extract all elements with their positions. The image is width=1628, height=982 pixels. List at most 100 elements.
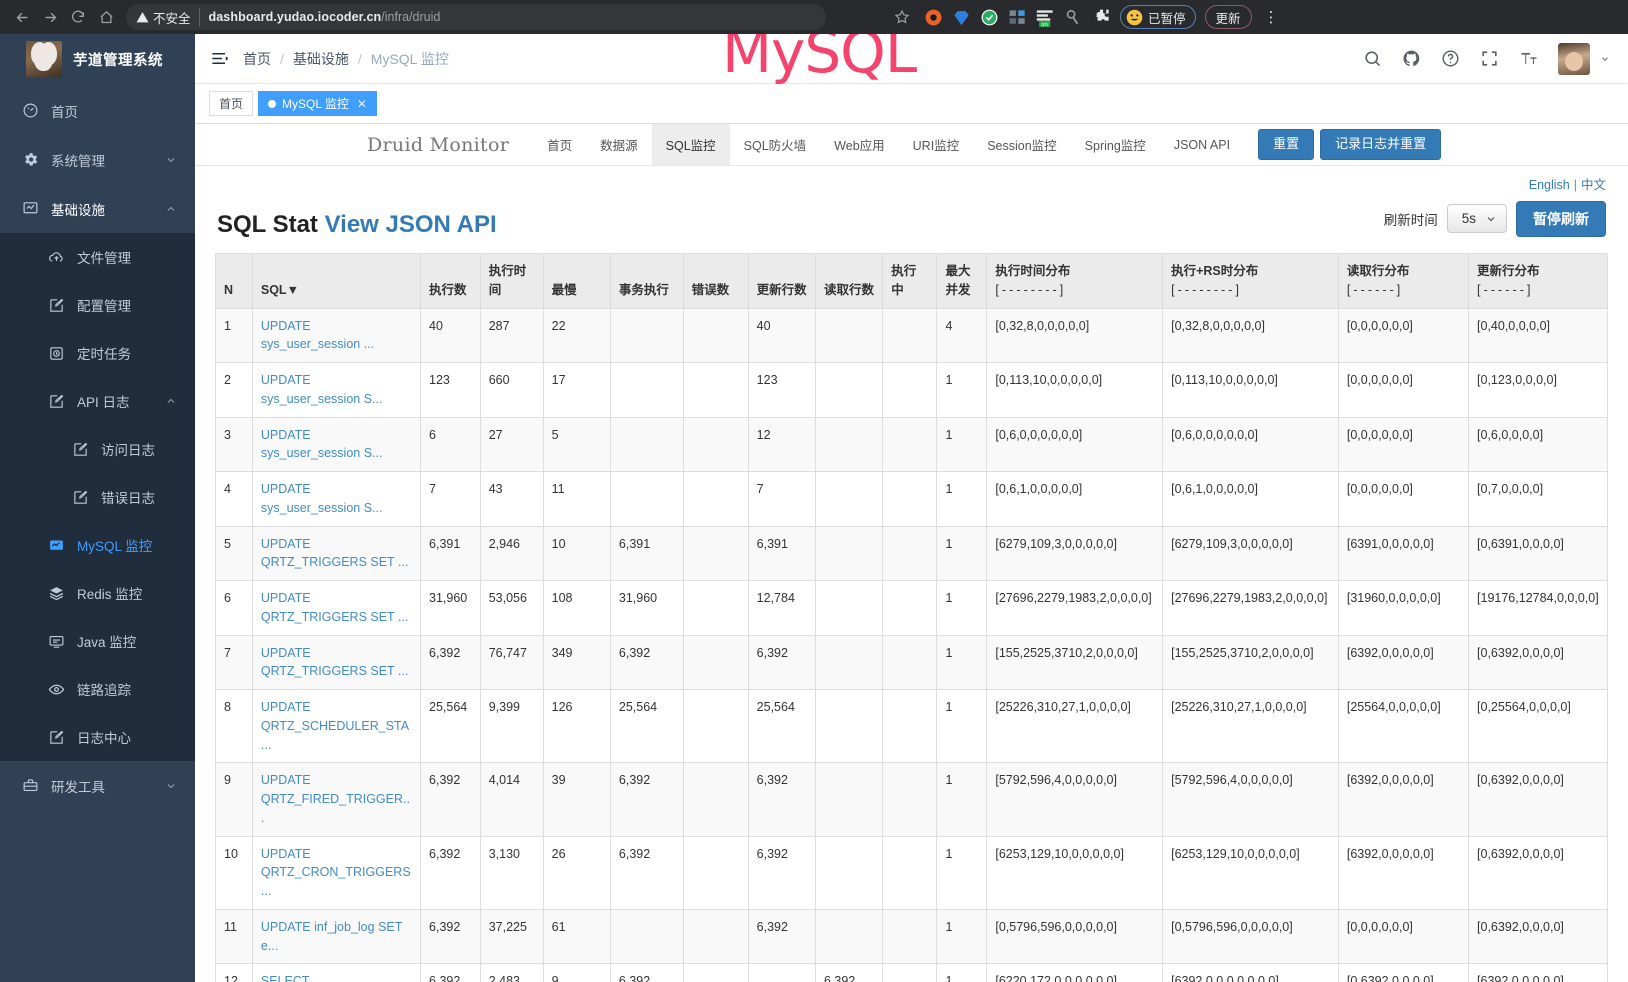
sidebar-item-log-center[interactable]: 日志中心 bbox=[0, 713, 195, 761]
cell-sql-link[interactable]: UPDATE QRTZ_CRON_TRIGGERS... bbox=[251, 835, 422, 910]
star-icon[interactable] bbox=[888, 3, 916, 31]
extension-list-on-icon[interactable]: on bbox=[1036, 8, 1055, 27]
back-arrow-icon[interactable] bbox=[8, 3, 36, 31]
sql-link[interactable]: UPDATE QRTZ_TRIGGERS SET ... bbox=[260, 591, 409, 624]
col-exec-time-dist[interactable]: 执行时间分布 [ - - - - - - - - ] bbox=[986, 253, 1164, 309]
extension-ring-icon[interactable] bbox=[924, 8, 943, 27]
sidebar-item-mysql-monitor[interactable]: MySQL 监控 bbox=[0, 521, 195, 569]
sql-link[interactable]: UPDATE QRTZ_FIRED_TRIGGER... bbox=[260, 773, 410, 825]
font-size-icon[interactable] bbox=[1519, 49, 1538, 68]
sql-link[interactable]: UPDATE sys_user_session S... bbox=[260, 482, 383, 515]
kebab-menu-icon[interactable]: ⋮ bbox=[1263, 8, 1279, 26]
search-icon[interactable] bbox=[1363, 49, 1382, 68]
sql-link[interactable]: UPDATE QRTZ_SCHEDULER_STA... bbox=[260, 700, 410, 752]
forward-arrow-icon[interactable] bbox=[36, 3, 64, 31]
view-json-api-link[interactable]: View JSON API bbox=[324, 211, 497, 238]
col-exec-rs-dist[interactable]: 执行+RS时分布 [ - - - - - - - - ] bbox=[1162, 253, 1339, 309]
github-icon[interactable] bbox=[1402, 49, 1421, 68]
sidebar-item-config-manage[interactable]: 配置管理 bbox=[0, 281, 195, 329]
druid-nav-json-api[interactable]: JSON API bbox=[1160, 124, 1244, 165]
sidebar-item-dev-tools[interactable]: 研发工具 bbox=[0, 761, 195, 810]
extension-diamond-icon[interactable] bbox=[952, 8, 971, 27]
col-update-rows[interactable]: 更新行数 bbox=[747, 253, 816, 309]
druid-nav-home[interactable]: 首页 bbox=[533, 124, 586, 165]
sidebar-item-file-manage[interactable]: 文件管理 bbox=[0, 233, 195, 281]
sidebar-item-access-log[interactable]: 访问日志 bbox=[0, 425, 195, 473]
cell-sql-link[interactable]: UPDATE sys_user_session ... bbox=[251, 307, 422, 363]
cell-sql-link[interactable]: UPDATE QRTZ_TRIGGERS SET ... bbox=[251, 525, 422, 581]
cell-sql-link[interactable]: UPDATE QRTZ_FIRED_TRIGGER... bbox=[251, 762, 422, 837]
druid-nav-datasource[interactable]: 数据源 bbox=[586, 124, 652, 165]
sidebar-item-infra[interactable]: 基础设施 bbox=[0, 184, 195, 233]
extension-check-circle-icon[interactable] bbox=[980, 8, 999, 27]
sidebar-item-api-log[interactable]: API 日志 bbox=[0, 377, 195, 425]
druid-nav-spring-monitor[interactable]: Spring监控 bbox=[1071, 124, 1160, 165]
brand[interactable]: 芋道管理系统 bbox=[0, 34, 195, 84]
col-max-concurrent[interactable]: 最大并发 bbox=[936, 253, 988, 309]
cell-sql-link[interactable]: UPDATE sys_user_session S... bbox=[251, 362, 422, 418]
col-exec-count[interactable]: 执行数 bbox=[420, 253, 481, 309]
extension-grid-icon[interactable] bbox=[1008, 8, 1027, 27]
extensions-puzzle-icon[interactable] bbox=[1092, 8, 1111, 27]
log-and-reset-button[interactable]: 记录日志并重置 bbox=[1320, 129, 1442, 160]
tab-mysql-monitor[interactable]: MySQL 监控 ✕ bbox=[258, 91, 377, 116]
cell-sql-link[interactable]: UPDATE QRTZ_TRIGGERS SET ... bbox=[251, 580, 422, 636]
cell-sql-link[interactable]: UPDATE sys_user_session S... bbox=[251, 416, 422, 472]
chevron-down-icon[interactable] bbox=[1600, 54, 1610, 64]
col-running[interactable]: 执行中 bbox=[882, 253, 938, 309]
extension-key-icon[interactable] bbox=[1064, 8, 1083, 27]
cell-sql-link[interactable]: UPDATE sys_user_session S... bbox=[251, 471, 422, 527]
breadcrumb-item-home[interactable]: 首页 bbox=[243, 50, 271, 67]
close-icon[interactable]: ✕ bbox=[356, 96, 367, 111]
lang-chinese-link[interactable]: 中文 bbox=[1580, 178, 1606, 192]
col-update-rows-dist[interactable]: 更新行分布 [ - - - - - - ] bbox=[1468, 253, 1608, 309]
druid-nav-uri-monitor[interactable]: URI监控 bbox=[899, 124, 974, 165]
sidebar-item-error-log[interactable]: 错误日志 bbox=[0, 473, 195, 521]
sidebar-item-java-monitor[interactable]: Java 监控 bbox=[0, 617, 195, 665]
col-sql[interactable]: SQL▼ bbox=[251, 253, 422, 309]
sidebar-item-system[interactable]: 系统管理 bbox=[0, 135, 195, 184]
druid-brand[interactable]: Druid Monitor bbox=[367, 133, 510, 156]
sql-link[interactable]: UPDATE QRTZ_CRON_TRIGGERS... bbox=[260, 846, 411, 899]
col-n[interactable]: N bbox=[215, 253, 253, 309]
cell-sql-link[interactable]: SELECT TRIGGER_STATE bbox=[251, 963, 422, 982]
sidebar-item-redis-monitor[interactable]: Redis 监控 bbox=[0, 569, 195, 617]
sql-link[interactable]: UPDATE sys_user_session S... bbox=[260, 427, 383, 461]
help-circle-icon[interactable] bbox=[1441, 49, 1460, 68]
pause-refresh-button[interactable]: 暂停刷新 bbox=[1516, 201, 1606, 237]
profile-paused-pill[interactable]: 已暂停 bbox=[1120, 5, 1196, 29]
breadcrumb-item-infra[interactable]: 基础设施 bbox=[292, 50, 349, 67]
col-read-rows[interactable]: 读取行数 bbox=[814, 253, 884, 309]
sql-link[interactable]: UPDATE sys_user_session S... bbox=[260, 373, 383, 406]
refresh-interval-select[interactable]: 5s bbox=[1446, 204, 1507, 233]
druid-nav-web-app[interactable]: Web应用 bbox=[820, 124, 898, 165]
reset-button[interactable]: 重置 bbox=[1258, 129, 1315, 160]
cell-sql-link[interactable]: UPDATE QRTZ_TRIGGERS SET ... bbox=[251, 634, 422, 690]
sql-link[interactable]: UPDATE inf_job_log SET e... bbox=[260, 919, 403, 953]
hamburger-icon[interactable] bbox=[195, 34, 243, 84]
cell-sql-link[interactable]: UPDATE inf_job_log SET e... bbox=[251, 908, 422, 965]
sql-link[interactable]: UPDATE QRTZ_TRIGGERS SET ... bbox=[260, 536, 409, 570]
fullscreen-icon[interactable] bbox=[1480, 49, 1499, 68]
sidebar-item-home[interactable]: 首页 bbox=[0, 86, 195, 135]
sql-link[interactable]: UPDATE sys_user_session ... bbox=[260, 318, 375, 352]
col-read-rows-dist[interactable]: 读取行分布 [ - - - - - - ] bbox=[1337, 253, 1470, 309]
druid-nav-sql-monitor[interactable]: SQL监控 bbox=[651, 124, 730, 165]
col-slowest[interactable]: 最慢 bbox=[542, 253, 611, 309]
sql-link[interactable]: UPDATE QRTZ_TRIGGERS SET ... bbox=[260, 645, 409, 679]
col-tx-exec[interactable]: 事务执行 bbox=[609, 253, 684, 309]
update-button[interactable]: 更新 bbox=[1204, 5, 1252, 29]
sidebar-item-trace[interactable]: 链路追踪 bbox=[0, 665, 195, 713]
druid-nav-session-monitor[interactable]: Session监控 bbox=[973, 124, 1070, 165]
lang-english-link[interactable]: English bbox=[1528, 178, 1570, 192]
sidebar-item-scheduled-tasks[interactable]: 定时任务 bbox=[0, 329, 195, 377]
sql-link[interactable]: SELECT TRIGGER_STATE bbox=[260, 974, 310, 982]
address-bar[interactable]: 不安全 dashboard.yudao.iocoder.cn/infra/dru… bbox=[126, 4, 826, 30]
col-exec-time[interactable]: 执行时间 bbox=[479, 253, 544, 309]
tab-home[interactable]: 首页 bbox=[209, 91, 254, 116]
cell-sql-link[interactable]: UPDATE QRTZ_SCHEDULER_STA... bbox=[251, 688, 422, 764]
col-error-count[interactable]: 错误数 bbox=[682, 253, 749, 309]
avatar[interactable] bbox=[1558, 42, 1590, 75]
home-icon[interactable] bbox=[92, 3, 120, 31]
reload-icon[interactable] bbox=[64, 3, 92, 31]
